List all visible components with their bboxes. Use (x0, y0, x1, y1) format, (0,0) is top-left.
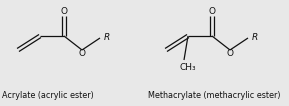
Text: O: O (227, 50, 234, 59)
Text: CH₃: CH₃ (180, 63, 196, 73)
Text: O: O (79, 50, 86, 59)
Text: O: O (60, 6, 68, 15)
Text: Acrylate (acrylic ester): Acrylate (acrylic ester) (2, 91, 94, 100)
Text: O: O (208, 6, 216, 15)
Text: R: R (252, 33, 258, 43)
Text: R: R (104, 33, 110, 43)
Text: Methacrylate (methacrylic ester): Methacrylate (methacrylic ester) (148, 91, 281, 100)
